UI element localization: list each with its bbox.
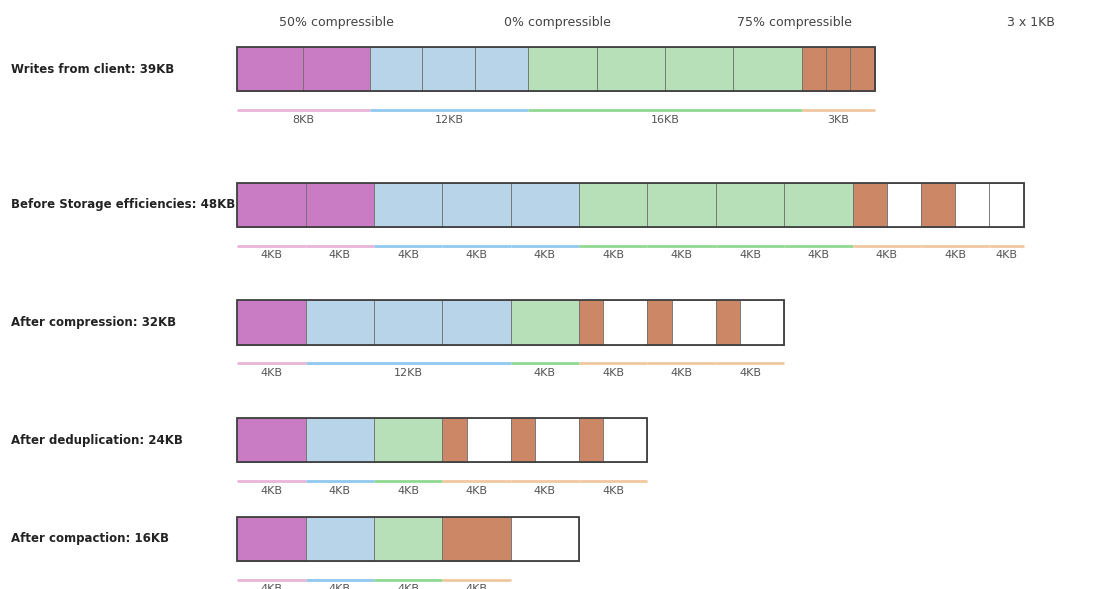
Text: 4KB: 4KB <box>465 486 488 496</box>
Bar <box>535 418 579 462</box>
Text: 4KB: 4KB <box>260 368 282 378</box>
Bar <box>716 300 740 345</box>
Text: 50% compressible: 50% compressible <box>279 16 394 29</box>
Bar <box>442 517 511 561</box>
Bar <box>374 517 442 561</box>
Bar <box>579 418 603 462</box>
Bar <box>237 47 875 91</box>
Text: Before Storage efficiencies: 48KB: Before Storage efficiencies: 48KB <box>11 198 235 211</box>
Bar <box>303 47 370 91</box>
Bar <box>647 300 672 345</box>
Bar <box>716 183 784 227</box>
Text: 4KB: 4KB <box>602 250 624 260</box>
Text: 4KB: 4KB <box>996 250 1017 260</box>
Bar <box>511 183 579 227</box>
Bar <box>511 300 579 345</box>
Text: 75% compressible: 75% compressible <box>737 16 852 29</box>
Bar <box>374 418 442 462</box>
Text: 4KB: 4KB <box>329 486 351 496</box>
Text: After deduplication: 24KB: After deduplication: 24KB <box>11 434 183 447</box>
Bar <box>921 183 955 227</box>
Bar <box>887 183 921 227</box>
Text: 4KB: 4KB <box>671 250 693 260</box>
Bar <box>306 517 374 561</box>
Text: 4KB: 4KB <box>944 250 966 260</box>
Bar <box>442 183 511 227</box>
Bar <box>442 418 467 462</box>
Bar <box>237 418 647 462</box>
Text: 4KB: 4KB <box>465 250 488 260</box>
Bar <box>237 517 306 561</box>
Text: 4KB: 4KB <box>260 250 282 260</box>
Bar <box>672 300 716 345</box>
Bar <box>853 183 887 227</box>
Bar <box>528 47 597 91</box>
Bar <box>579 183 647 227</box>
Text: 4KB: 4KB <box>260 584 282 589</box>
Bar <box>850 47 875 91</box>
Text: 4KB: 4KB <box>397 584 419 589</box>
Text: 4KB: 4KB <box>465 584 488 589</box>
Text: 8KB: 8KB <box>292 115 314 125</box>
Bar <box>374 300 442 345</box>
Text: 4KB: 4KB <box>739 250 761 260</box>
Bar <box>733 47 802 91</box>
Bar <box>603 300 647 345</box>
Bar <box>647 183 716 227</box>
Bar <box>826 47 850 91</box>
Bar <box>422 47 475 91</box>
Text: After compression: 32KB: After compression: 32KB <box>11 316 176 329</box>
Bar <box>237 183 1024 227</box>
Bar <box>370 47 422 91</box>
Bar <box>603 418 647 462</box>
Bar <box>467 418 511 462</box>
Text: 4KB: 4KB <box>807 250 829 260</box>
Text: 16KB: 16KB <box>651 115 679 125</box>
Text: 3 x 1KB: 3 x 1KB <box>1007 16 1056 29</box>
Text: 4KB: 4KB <box>534 368 556 378</box>
Bar <box>579 300 603 345</box>
Bar <box>374 183 442 227</box>
Text: 12KB: 12KB <box>394 368 422 378</box>
Text: 4KB: 4KB <box>397 486 419 496</box>
Text: 4KB: 4KB <box>534 250 556 260</box>
Text: 4KB: 4KB <box>260 486 282 496</box>
Bar <box>306 300 374 345</box>
Bar <box>237 300 784 345</box>
Text: Writes from client: 39KB: Writes from client: 39KB <box>11 62 174 76</box>
Bar <box>597 47 665 91</box>
Text: 0% compressible: 0% compressible <box>504 16 610 29</box>
Text: 4KB: 4KB <box>329 250 351 260</box>
Bar <box>306 183 374 227</box>
Bar <box>784 183 853 227</box>
Bar <box>802 47 826 91</box>
Text: After compaction: 16KB: After compaction: 16KB <box>11 532 169 545</box>
Text: 4KB: 4KB <box>602 486 624 496</box>
Bar <box>237 47 303 91</box>
Bar <box>237 183 306 227</box>
Text: 4KB: 4KB <box>876 250 898 260</box>
Text: 4KB: 4KB <box>602 368 624 378</box>
Text: 4KB: 4KB <box>397 250 419 260</box>
Bar <box>306 418 374 462</box>
Bar <box>511 418 535 462</box>
Bar <box>237 418 306 462</box>
Bar <box>237 517 579 561</box>
Text: 12KB: 12KB <box>435 115 463 125</box>
Bar <box>989 183 1024 227</box>
Text: 4KB: 4KB <box>329 584 351 589</box>
Bar <box>740 300 784 345</box>
Bar <box>442 300 511 345</box>
Bar <box>511 517 579 561</box>
Bar <box>955 183 989 227</box>
Text: 4KB: 4KB <box>739 368 761 378</box>
Bar <box>665 47 733 91</box>
Bar <box>475 47 528 91</box>
Text: 4KB: 4KB <box>671 368 693 378</box>
Text: 3KB: 3KB <box>827 115 849 125</box>
Text: 4KB: 4KB <box>534 486 556 496</box>
Bar <box>237 300 306 345</box>
